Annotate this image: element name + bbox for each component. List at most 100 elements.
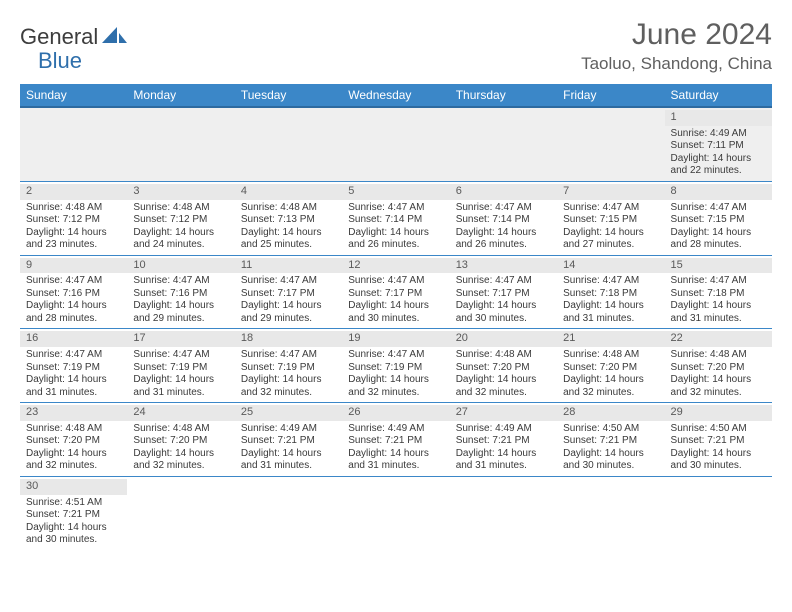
daylight-text: Daylight: 14 hours and 32 minutes. <box>563 374 658 399</box>
calendar-cell: 25Sunrise: 4:49 AMSunset: 7:21 PMDayligh… <box>235 403 342 477</box>
daylight-text: Daylight: 14 hours and 30 minutes. <box>456 300 551 325</box>
sunset-text: Sunset: 7:16 PM <box>26 288 121 301</box>
sunrise-text: Sunrise: 4:48 AM <box>133 202 228 215</box>
sunrise-text: Sunrise: 4:47 AM <box>26 275 121 288</box>
sunset-text: Sunset: 7:21 PM <box>348 435 443 448</box>
day-number: 4 <box>235 184 342 200</box>
logo-text-general: General <box>20 24 98 50</box>
sunset-text: Sunset: 7:14 PM <box>348 214 443 227</box>
sunrise-text: Sunrise: 4:47 AM <box>563 202 658 215</box>
calendar-cell: 23Sunrise: 4:48 AMSunset: 7:20 PMDayligh… <box>20 403 127 477</box>
sunset-text: Sunset: 7:21 PM <box>26 509 121 522</box>
sunset-text: Sunset: 7:17 PM <box>456 288 551 301</box>
sunset-text: Sunset: 7:19 PM <box>26 362 121 375</box>
daylight-text: Daylight: 14 hours and 32 minutes. <box>671 374 766 399</box>
logo: General <box>20 24 128 50</box>
calendar-cell <box>127 476 234 549</box>
day-number: 30 <box>20 479 127 495</box>
sunset-text: Sunset: 7:19 PM <box>348 362 443 375</box>
sunset-text: Sunset: 7:13 PM <box>241 214 336 227</box>
calendar-cell: 26Sunrise: 4:49 AMSunset: 7:21 PMDayligh… <box>342 403 449 477</box>
calendar-cell: 17Sunrise: 4:47 AMSunset: 7:19 PMDayligh… <box>127 329 234 403</box>
logo-sail-icon <box>102 25 128 50</box>
sunrise-text: Sunrise: 4:48 AM <box>26 423 121 436</box>
day-number: 6 <box>450 184 557 200</box>
sunset-text: Sunset: 7:14 PM <box>456 214 551 227</box>
calendar-week: 2Sunrise: 4:48 AMSunset: 7:12 PMDaylight… <box>20 181 772 255</box>
sunrise-text: Sunrise: 4:49 AM <box>241 423 336 436</box>
sunrise-text: Sunrise: 4:48 AM <box>671 349 766 362</box>
sunset-text: Sunset: 7:15 PM <box>563 214 658 227</box>
calendar-cell <box>557 476 664 549</box>
sunrise-text: Sunrise: 4:51 AM <box>26 497 121 510</box>
day-number: 7 <box>557 184 664 200</box>
calendar-cell: 2Sunrise: 4:48 AMSunset: 7:12 PMDaylight… <box>20 181 127 255</box>
daylight-text: Daylight: 14 hours and 31 minutes. <box>241 448 336 473</box>
calendar-cell <box>450 107 557 181</box>
daylight-text: Daylight: 14 hours and 32 minutes. <box>26 448 121 473</box>
sunrise-text: Sunrise: 4:47 AM <box>348 349 443 362</box>
day-number: 13 <box>450 258 557 274</box>
daylight-text: Daylight: 14 hours and 24 minutes. <box>133 227 228 252</box>
sunrise-text: Sunrise: 4:47 AM <box>133 275 228 288</box>
calendar-cell: 22Sunrise: 4:48 AMSunset: 7:20 PMDayligh… <box>665 329 772 403</box>
sunset-text: Sunset: 7:20 PM <box>133 435 228 448</box>
sunset-text: Sunset: 7:17 PM <box>348 288 443 301</box>
sunset-text: Sunset: 7:16 PM <box>133 288 228 301</box>
day-number: 14 <box>557 258 664 274</box>
day-number: 22 <box>665 331 772 347</box>
day-number: 19 <box>342 331 449 347</box>
calendar-cell: 29Sunrise: 4:50 AMSunset: 7:21 PMDayligh… <box>665 403 772 477</box>
day-header: Sunday <box>20 84 127 107</box>
calendar-cell: 10Sunrise: 4:47 AMSunset: 7:16 PMDayligh… <box>127 255 234 329</box>
sunrise-text: Sunrise: 4:50 AM <box>563 423 658 436</box>
title-block: June 2024 Taoluo, Shandong, China <box>581 18 772 74</box>
calendar-cell <box>235 476 342 549</box>
day-number: 18 <box>235 331 342 347</box>
sunrise-text: Sunrise: 4:47 AM <box>26 349 121 362</box>
sunset-text: Sunset: 7:21 PM <box>671 435 766 448</box>
sunrise-text: Sunrise: 4:48 AM <box>563 349 658 362</box>
sunrise-text: Sunrise: 4:49 AM <box>671 128 766 141</box>
day-header: Thursday <box>450 84 557 107</box>
header: General June 2024 Taoluo, Shandong, Chin… <box>20 18 772 74</box>
sunrise-text: Sunrise: 4:49 AM <box>348 423 443 436</box>
sunset-text: Sunset: 7:19 PM <box>133 362 228 375</box>
calendar-week: 23Sunrise: 4:48 AMSunset: 7:20 PMDayligh… <box>20 403 772 477</box>
sunset-text: Sunset: 7:18 PM <box>671 288 766 301</box>
calendar-cell <box>665 476 772 549</box>
calendar-cell: 3Sunrise: 4:48 AMSunset: 7:12 PMDaylight… <box>127 181 234 255</box>
daylight-text: Daylight: 14 hours and 31 minutes. <box>456 448 551 473</box>
daylight-text: Daylight: 14 hours and 30 minutes. <box>348 300 443 325</box>
sunrise-text: Sunrise: 4:47 AM <box>671 202 766 215</box>
day-header: Wednesday <box>342 84 449 107</box>
sunset-text: Sunset: 7:20 PM <box>456 362 551 375</box>
sunrise-text: Sunrise: 4:47 AM <box>348 202 443 215</box>
day-header: Monday <box>127 84 234 107</box>
daylight-text: Daylight: 14 hours and 26 minutes. <box>456 227 551 252</box>
sunset-text: Sunset: 7:20 PM <box>563 362 658 375</box>
calendar-cell: 13Sunrise: 4:47 AMSunset: 7:17 PMDayligh… <box>450 255 557 329</box>
sunrise-text: Sunrise: 4:48 AM <box>241 202 336 215</box>
calendar-cell: 21Sunrise: 4:48 AMSunset: 7:20 PMDayligh… <box>557 329 664 403</box>
daylight-text: Daylight: 14 hours and 29 minutes. <box>133 300 228 325</box>
calendar-cell: 11Sunrise: 4:47 AMSunset: 7:17 PMDayligh… <box>235 255 342 329</box>
day-number: 9 <box>20 258 127 274</box>
day-number: 28 <box>557 405 664 421</box>
day-number: 29 <box>665 405 772 421</box>
calendar-cell: 27Sunrise: 4:49 AMSunset: 7:21 PMDayligh… <box>450 403 557 477</box>
day-number: 26 <box>342 405 449 421</box>
calendar-cell <box>235 107 342 181</box>
sunset-text: Sunset: 7:17 PM <box>241 288 336 301</box>
calendar-cell: 1Sunrise: 4:49 AMSunset: 7:11 PMDaylight… <box>665 107 772 181</box>
calendar-cell: 7Sunrise: 4:47 AMSunset: 7:15 PMDaylight… <box>557 181 664 255</box>
location: Taoluo, Shandong, China <box>581 54 772 74</box>
calendar-cell <box>342 107 449 181</box>
calendar-cell: 14Sunrise: 4:47 AMSunset: 7:18 PMDayligh… <box>557 255 664 329</box>
sunset-text: Sunset: 7:21 PM <box>241 435 336 448</box>
calendar-cell: 19Sunrise: 4:47 AMSunset: 7:19 PMDayligh… <box>342 329 449 403</box>
daylight-text: Daylight: 14 hours and 31 minutes. <box>26 374 121 399</box>
day-header: Saturday <box>665 84 772 107</box>
sunset-text: Sunset: 7:11 PM <box>671 140 766 153</box>
sunset-text: Sunset: 7:21 PM <box>456 435 551 448</box>
